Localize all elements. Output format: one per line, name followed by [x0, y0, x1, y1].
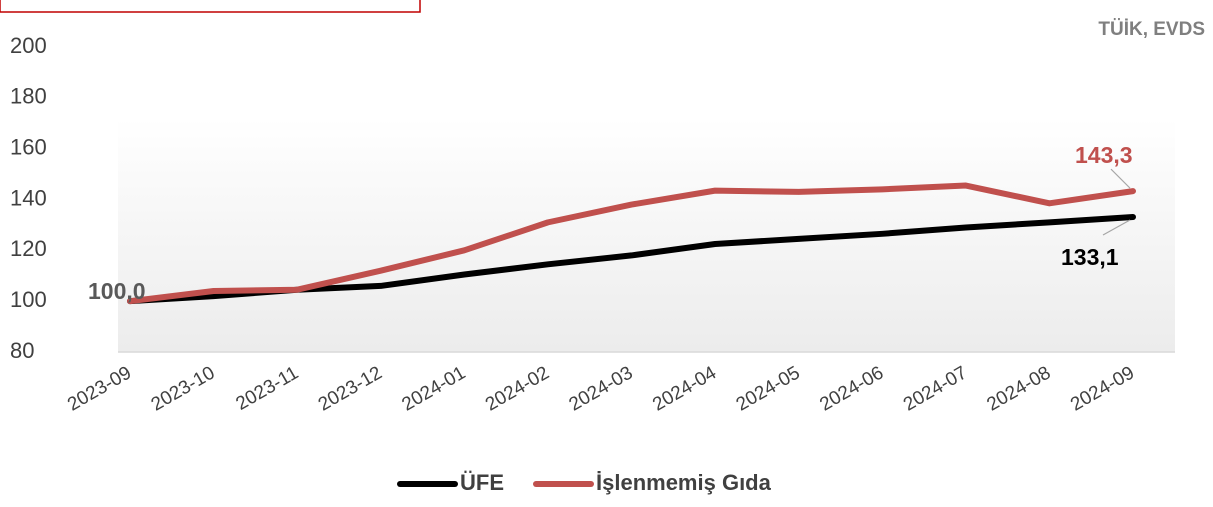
x-tick-label: 2024-08: [984, 362, 1055, 415]
x-tick-label: 2024-05: [733, 362, 804, 415]
leader-line: [1110, 168, 1131, 189]
y-tick-label: 200: [10, 33, 47, 58]
y-tick-label: 160: [10, 134, 47, 159]
data-label: 133,1: [1061, 244, 1119, 270]
x-tick-label: 2023-11: [233, 362, 303, 414]
legend-label: ÜFE: [460, 470, 504, 495]
y-tick-label: 80: [10, 338, 34, 363]
x-tick-label: 2023-09: [64, 362, 135, 415]
x-tick-label: 2024-07: [900, 362, 971, 415]
y-tick-label: 180: [10, 84, 47, 109]
y-tick-label: 140: [10, 185, 47, 210]
legend-label: İşlenmemiş Gıda: [596, 470, 772, 495]
x-tick-label: 2024-02: [482, 362, 553, 415]
x-tick-label: 2023-12: [315, 362, 386, 415]
x-tick-label: 2024-03: [566, 362, 637, 415]
series-line: [127, 182, 1136, 305]
x-tick-label: 2024-01: [398, 362, 469, 415]
leader-line: [1102, 219, 1131, 236]
title-box: [0, 0, 421, 13]
data-label: 143,3: [1075, 142, 1133, 168]
y-tick-label: 120: [10, 236, 47, 261]
x-tick-label: 2024-04: [649, 362, 720, 415]
plot-background: [118, 118, 1175, 352]
data-label: 100,0: [88, 278, 146, 304]
x-tick-label: 2024-09: [1067, 362, 1138, 415]
source: TÜİK, EVDS: [1098, 19, 1205, 40]
x-tick-label: 2024-06: [816, 362, 887, 415]
y-tick-label: 100: [10, 287, 47, 312]
x-tick-label: 2023-10: [148, 362, 219, 415]
